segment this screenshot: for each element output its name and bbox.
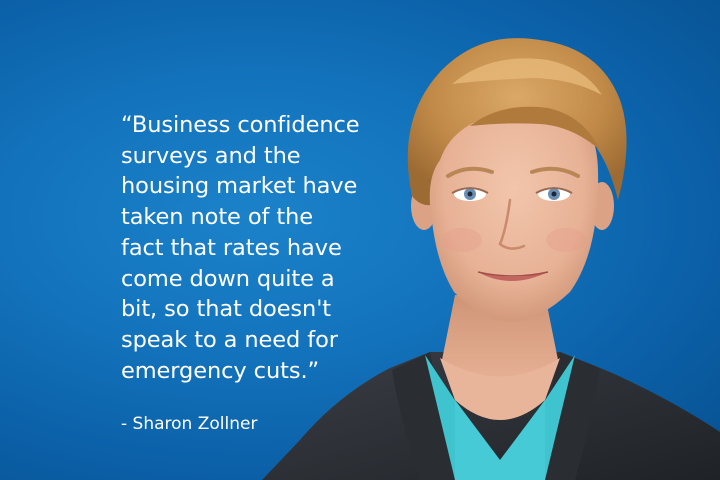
lapel-left-shape [392, 352, 455, 480]
eyebrow-left-shape [446, 166, 494, 178]
quote-attribution: - Sharon Zollner [121, 414, 258, 434]
quote-line: bit, so that doesn't [121, 296, 332, 323]
quote-line: “Business confidence [121, 112, 360, 138]
cheek-right-shape [546, 228, 586, 252]
top-center-shape [455, 400, 545, 480]
quote-text: “Business confidence surveys and the hou… [121, 110, 389, 386]
lip-line-shape [477, 271, 549, 277]
quote-line: speak to a need for [121, 326, 338, 353]
face-shape [429, 90, 599, 322]
nose-shape [498, 198, 526, 250]
quote-line: surveys and the [121, 142, 301, 169]
pupil-left-shape [467, 191, 473, 197]
mouth-shape [478, 272, 548, 281]
quote-line: housing market have [121, 173, 358, 200]
quote-line: emergency cuts.” [121, 357, 320, 384]
hair-highlight-shape [452, 58, 602, 95]
cheek-left-shape [442, 228, 482, 252]
eyebrow-right-shape [530, 166, 580, 178]
pupil-right-shape [551, 191, 557, 197]
quote-line: come down quite a [121, 265, 335, 292]
quote-line: fact that rates have [121, 234, 342, 261]
hair-fringe-shape [470, 106, 600, 150]
neckline-shape [440, 358, 560, 420]
quote-line: taken note of the [121, 204, 314, 231]
eyelid-right-shape [535, 187, 573, 194]
eyelid-left-shape [451, 187, 489, 194]
